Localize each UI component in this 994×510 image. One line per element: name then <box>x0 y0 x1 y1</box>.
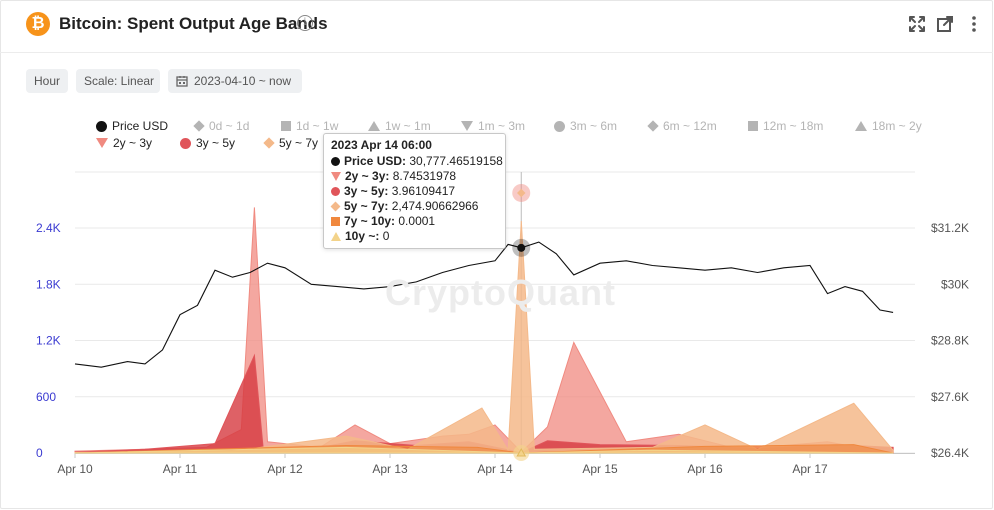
tooltip-row-value: 3.96109417 <box>388 184 456 198</box>
tooltip-row: Price USD: 30,777.46519158 <box>331 154 503 169</box>
square-marker-icon <box>281 121 291 131</box>
tooltip-row-value: 30,777.46519158 <box>406 154 503 168</box>
scale-select-button[interactable]: Scale: Linear <box>76 69 160 93</box>
popout-icon[interactable] <box>935 14 955 34</box>
date-range-button[interactable]: 2023-04-10 ~ now <box>168 69 302 93</box>
tooltip-row: 5y ~ 7y: 2,474.90662966 <box>330 199 498 214</box>
x-tick-label: Apr 15 <box>582 462 618 476</box>
legend-label: 3y ~ 5y <box>196 136 236 150</box>
legend-item-18m-2y[interactable]: 18m ~ 2y <box>855 119 922 133</box>
legend-label: 0d ~ 1d <box>209 119 250 133</box>
more-icon[interactable] <box>964 14 984 34</box>
legend-item-1w-1m[interactable]: 1w ~ 1m <box>368 119 431 133</box>
tooltip-row-label: Price USD: <box>344 154 407 168</box>
legend-item-0d-1d[interactable]: 0d ~ 1d <box>193 119 250 133</box>
tooltip-row: 10y ~: 0 <box>331 229 498 244</box>
bitcoin-logo-icon: ₿ <box>26 12 50 36</box>
legend-item-5y-7y[interactable]: 5y ~ 7y <box>263 136 319 150</box>
tooltip-row-value: 2,474.90662966 <box>388 199 479 213</box>
tooltip-row-label: 2y ~ 3y: <box>345 169 390 183</box>
circle-marker-icon <box>96 120 107 132</box>
series-hover-point <box>516 447 527 457</box>
x-tick-label: Apr 12 <box>267 462 303 476</box>
y-right-tick-label: $26.4K <box>931 446 969 460</box>
y-right-tick-label: $27.6K <box>931 390 969 404</box>
info-icon[interactable]: i <box>297 15 313 31</box>
square-marker-icon <box>331 217 340 226</box>
y-left-tick-label: 1.8K <box>36 277 61 291</box>
legend-label: 6m ~ 12m <box>663 119 717 133</box>
tooltip-title: 2023 Apr 14 06:00 <box>331 138 432 152</box>
tri-up-marker-icon <box>331 232 341 241</box>
legend-label: 2y ~ 3y <box>113 136 153 150</box>
legend-item-2y-3y[interactable]: 2y ~ 3y <box>96 136 152 150</box>
y-left-tick-label: 1.2K <box>36 334 61 348</box>
legend-label: Price USD <box>112 119 169 133</box>
chart-header: ₿ Bitcoin: Spent Output Age Bands i <box>0 0 993 53</box>
legend-item-price-usd[interactable]: Price USD <box>96 119 168 133</box>
circle-marker-icon <box>554 120 565 132</box>
legend-label: 1m ~ 3m <box>478 119 526 133</box>
tooltip-row-value: 0 <box>379 229 390 243</box>
legend-label: 1w ~ 1m <box>385 119 431 133</box>
y-left-tick-label: 600 <box>36 390 56 404</box>
legend-label: 1d ~ 1w <box>296 119 339 133</box>
legend-label: 12m ~ 18m <box>763 119 824 133</box>
legend-item-6m-12m[interactable]: 6m ~ 12m <box>647 119 717 133</box>
legend-item-1m-3m[interactable]: 1m ~ 3m <box>461 119 525 133</box>
legend-item-12m-18m[interactable]: 12m ~ 18m <box>748 119 823 133</box>
tri-down-marker-icon <box>461 121 473 131</box>
diamond-marker-icon <box>330 201 341 212</box>
y-right-tick-label: $28.8K <box>931 334 969 348</box>
series-area-10y <box>74 446 894 454</box>
legend-label: 5y ~ 7y <box>279 136 319 150</box>
tooltip-row-label: 10y ~: <box>345 229 380 243</box>
legend-item-1d-1w[interactable]: 1d ~ 1w <box>281 119 338 133</box>
tooltip-row-value: 8.74531978 <box>389 169 457 183</box>
interval-select-button[interactable]: Hour <box>26 69 68 93</box>
x-tick-label: Apr 10 <box>57 462 93 476</box>
y-left-tick-label: 0 <box>36 446 43 460</box>
tooltip-row-value: 0.0001 <box>395 214 436 228</box>
tri-up-marker-icon <box>368 121 380 131</box>
legend-item-3y-5y[interactable]: 3y ~ 5y <box>180 136 235 150</box>
y-right-tick-label: $31.2K <box>931 221 969 235</box>
price-line <box>74 241 894 368</box>
series-area-5y-7y <box>74 220 894 454</box>
legend-item-3m-6m[interactable]: 3m ~ 6m <box>554 119 617 133</box>
x-tick-label: Apr 11 <box>163 462 198 476</box>
x-tick-label: Apr 16 <box>687 462 723 476</box>
date-range-label: 2023-04-10 ~ now <box>194 74 292 88</box>
tooltip-row-label: 7y ~ 10y: <box>344 214 396 228</box>
tooltip-row-label: 3y ~ 5y: <box>344 184 389 198</box>
calendar-icon <box>176 76 188 87</box>
x-tick-label: Apr 17 <box>792 462 828 476</box>
x-tick-label: Apr 13 <box>372 462 408 476</box>
tooltip-row: 3y ~ 5y: 3.96109417 <box>331 184 498 199</box>
circle-marker-icon <box>180 137 191 149</box>
price-hover-point <box>517 243 526 252</box>
legend-label: 3m ~ 6m <box>570 119 618 133</box>
chart-tooltip: 2023 Apr 14 06:00 Price USD: 30,777.4651… <box>323 133 506 249</box>
y-left-tick-label: 2.4K <box>36 221 61 235</box>
tri-down-marker-icon <box>96 138 108 148</box>
chart-title: Bitcoin: Spent Output Age Bands <box>59 14 328 33</box>
tri-down-marker-icon <box>331 172 341 181</box>
tooltip-row-label: 5y ~ 7y: <box>344 199 389 213</box>
circle-marker-icon <box>331 187 340 196</box>
tooltip-row: 2y ~ 3y: 8.74531978 <box>331 169 498 184</box>
tooltip-row: 7y ~ 10y: 0.0001 <box>331 214 498 229</box>
square-marker-icon <box>748 121 758 131</box>
tri-up-marker-icon <box>855 121 867 131</box>
circle-marker-icon <box>331 157 340 166</box>
x-tick-label: Apr 14 <box>477 462 513 476</box>
y-right-tick-label: $30K <box>941 277 969 291</box>
legend-label: 18m ~ 2y <box>872 119 922 133</box>
fullscreen-icon[interactable] <box>907 14 927 34</box>
watermark: CryptoQuant <box>385 272 616 313</box>
